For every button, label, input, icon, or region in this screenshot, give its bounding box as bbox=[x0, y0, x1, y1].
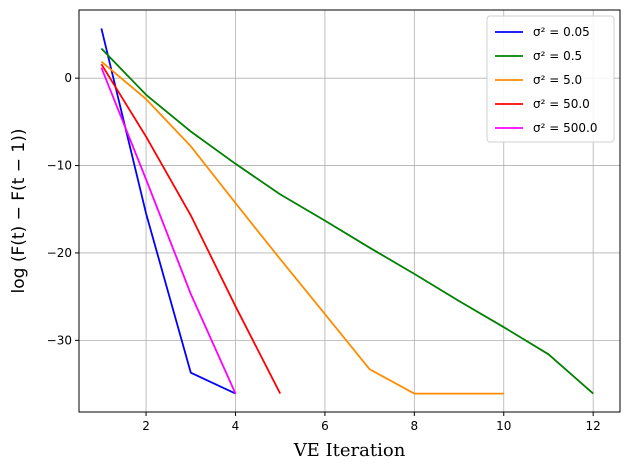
legend-entry: σ² = 0.05 bbox=[533, 25, 590, 39]
legend-box bbox=[486, 15, 615, 143]
x-tick-label: 4 bbox=[232, 419, 240, 433]
legend-entry: σ² = 5.0 bbox=[533, 73, 582, 87]
legend-entry: σ² = 0.5 bbox=[533, 49, 582, 63]
series-line-1 bbox=[100, 47, 594, 395]
x-tick-label: 12 bbox=[586, 419, 601, 433]
y-tick-label: −30 bbox=[47, 333, 72, 347]
legend-entry: σ² = 500.0 bbox=[533, 121, 597, 135]
series-line-2 bbox=[100, 60, 504, 395]
plot-frame bbox=[78, 9, 621, 413]
series-lines bbox=[100, 28, 594, 395]
y-axis-label: log (F(t) − F(t − 1)) bbox=[9, 129, 29, 294]
y-tick-label: −20 bbox=[47, 246, 72, 260]
x-axis-ticks: 2 4 6 8 10 12 bbox=[142, 412, 601, 433]
x-axis-label: VE Iteration bbox=[293, 440, 406, 461]
series-line-3 bbox=[100, 63, 282, 395]
x-tick-label: 2 bbox=[142, 419, 150, 433]
x-tick-label: 10 bbox=[496, 419, 511, 433]
y-tick-label: −10 bbox=[47, 159, 72, 173]
legend-entry: σ² = 50.0 bbox=[533, 97, 590, 111]
series-line-0 bbox=[100, 28, 236, 395]
series-line-4 bbox=[100, 67, 237, 394]
y-tick-label: 0 bbox=[64, 71, 72, 85]
y-axis-ticks: 0 −10 −20 −30 bbox=[47, 71, 79, 347]
x-tick-label: 6 bbox=[321, 419, 329, 433]
legend: σ² = 0.05 σ² = 0.5 σ² = 5.0 σ² = 50.0 σ² = 5… bbox=[486, 15, 615, 143]
x-tick-label: 8 bbox=[411, 419, 419, 433]
